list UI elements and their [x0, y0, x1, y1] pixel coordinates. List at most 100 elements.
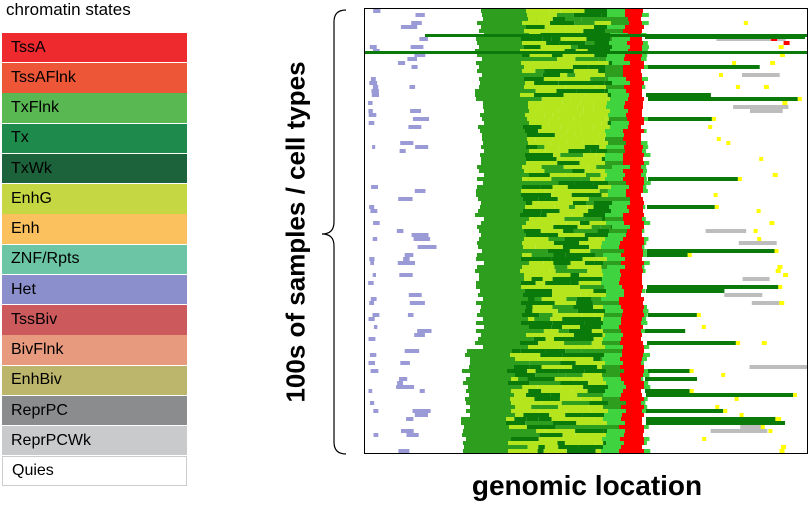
heatmap-cell — [526, 201, 533, 205]
heatmap-cell — [564, 441, 596, 445]
heatmap-cell — [483, 317, 539, 321]
heatmap-cell — [479, 29, 537, 33]
heatmap-cell — [564, 237, 589, 241]
heatmap-cell — [594, 25, 607, 29]
heatmap-cell — [643, 145, 649, 149]
heatmap-cell — [581, 313, 595, 317]
heatmap-cell — [575, 53, 595, 57]
heatmap-cell — [415, 13, 425, 17]
heatmap-cell — [529, 381, 561, 385]
heatmap-cell — [560, 381, 589, 385]
heatmap-cell — [595, 441, 604, 445]
heatmap-cell — [627, 205, 643, 209]
heatmap-cell — [481, 161, 534, 165]
heatmap-cell — [541, 125, 561, 129]
heatmap-cell — [565, 17, 582, 21]
heatmap-cell — [605, 153, 623, 157]
heatmap-cell — [527, 137, 536, 141]
heatmap-cell — [630, 201, 644, 205]
heatmap-cell — [575, 429, 604, 433]
heatmap-cell — [625, 149, 642, 153]
heatmap-cell — [611, 185, 629, 189]
heatmap-cell — [469, 393, 527, 397]
heatmap-cell — [583, 265, 602, 269]
heatmap-cell — [573, 69, 599, 73]
heatmap-cell — [527, 133, 555, 137]
heatmap-cell — [484, 261, 543, 265]
heatmap-cell — [525, 153, 554, 157]
heatmap-cell — [556, 157, 578, 161]
heatmap-cell — [573, 229, 598, 233]
heatmap-cell — [606, 133, 624, 137]
heatmap-cell — [778, 285, 783, 289]
heatmap-cell — [623, 29, 642, 33]
heatmap-cell — [605, 161, 623, 165]
heatmap-cell — [558, 369, 585, 373]
heatmap-cell — [544, 445, 559, 449]
heatmap-cell — [626, 113, 642, 117]
heatmap-cell — [560, 361, 576, 365]
heatmap-cell — [604, 89, 608, 93]
heatmap-cell — [538, 437, 564, 441]
heatmap-cell — [553, 421, 577, 425]
heatmap-cell — [558, 81, 577, 85]
heatmap-cell — [608, 385, 626, 389]
heatmap-cell — [565, 349, 582, 353]
heatmap-cell — [577, 309, 599, 313]
heatmap-cell — [477, 265, 528, 269]
heatmap-cell — [476, 281, 536, 285]
heatmap-cell — [542, 277, 553, 281]
heatmap-cell — [370, 77, 376, 81]
heatmap-cell — [552, 113, 581, 117]
heatmap-cell — [526, 233, 558, 237]
heatmap-cell — [573, 117, 582, 121]
heatmap-cell — [781, 453, 786, 454]
heatmap-cell — [621, 305, 644, 309]
heatmap-cell — [601, 121, 608, 125]
heatmap-cell — [646, 93, 711, 97]
heatmap-cell — [623, 345, 644, 349]
heatmap-cell — [753, 229, 758, 233]
heatmap-cell — [606, 85, 624, 89]
heatmap-cell — [602, 397, 620, 401]
heatmap-cell — [553, 225, 578, 229]
heatmap-cell — [644, 453, 647, 454]
heatmap-cell — [644, 425, 649, 429]
heatmap-cell — [641, 361, 644, 365]
heatmap-cell — [716, 137, 721, 141]
heatmap-cell — [573, 377, 590, 381]
heatmap-cell — [520, 93, 534, 97]
heatmap-cell — [572, 121, 602, 125]
heatmap-cell — [743, 21, 748, 25]
heatmap-cell — [371, 93, 379, 97]
heatmap-cell — [594, 261, 603, 265]
heatmap-cell — [531, 405, 558, 409]
heatmap-cell — [630, 81, 644, 85]
heatmap-cell — [593, 337, 603, 341]
heatmap-cell — [620, 277, 642, 281]
heatmap-cell — [414, 53, 426, 57]
heatmap-cell — [749, 365, 807, 369]
heatmap-cell — [565, 413, 583, 417]
heatmap-cell — [643, 41, 648, 45]
heatmap-cell — [608, 181, 626, 185]
heatmap-cell — [521, 301, 536, 305]
heatmap-cell — [554, 377, 574, 381]
heatmap-cell — [612, 197, 630, 201]
heatmap-cell — [525, 81, 535, 85]
heatmap-cell — [643, 249, 647, 253]
heatmap-cell — [521, 37, 543, 41]
heatmap-cell — [528, 141, 551, 145]
heatmap-cell — [607, 9, 625, 13]
heatmap-cell — [580, 277, 602, 281]
heatmap-cell — [523, 245, 536, 249]
heatmap-cell — [370, 401, 375, 405]
heatmap-cell — [713, 193, 718, 197]
heatmap-cell — [626, 77, 642, 81]
heatmap-cell — [535, 137, 553, 141]
heatmap-cell — [587, 269, 602, 273]
heatmap-cell — [403, 257, 410, 261]
heatmap-cell — [541, 165, 564, 169]
heatmap-cell — [647, 341, 736, 345]
heatmap-cell — [526, 221, 554, 225]
